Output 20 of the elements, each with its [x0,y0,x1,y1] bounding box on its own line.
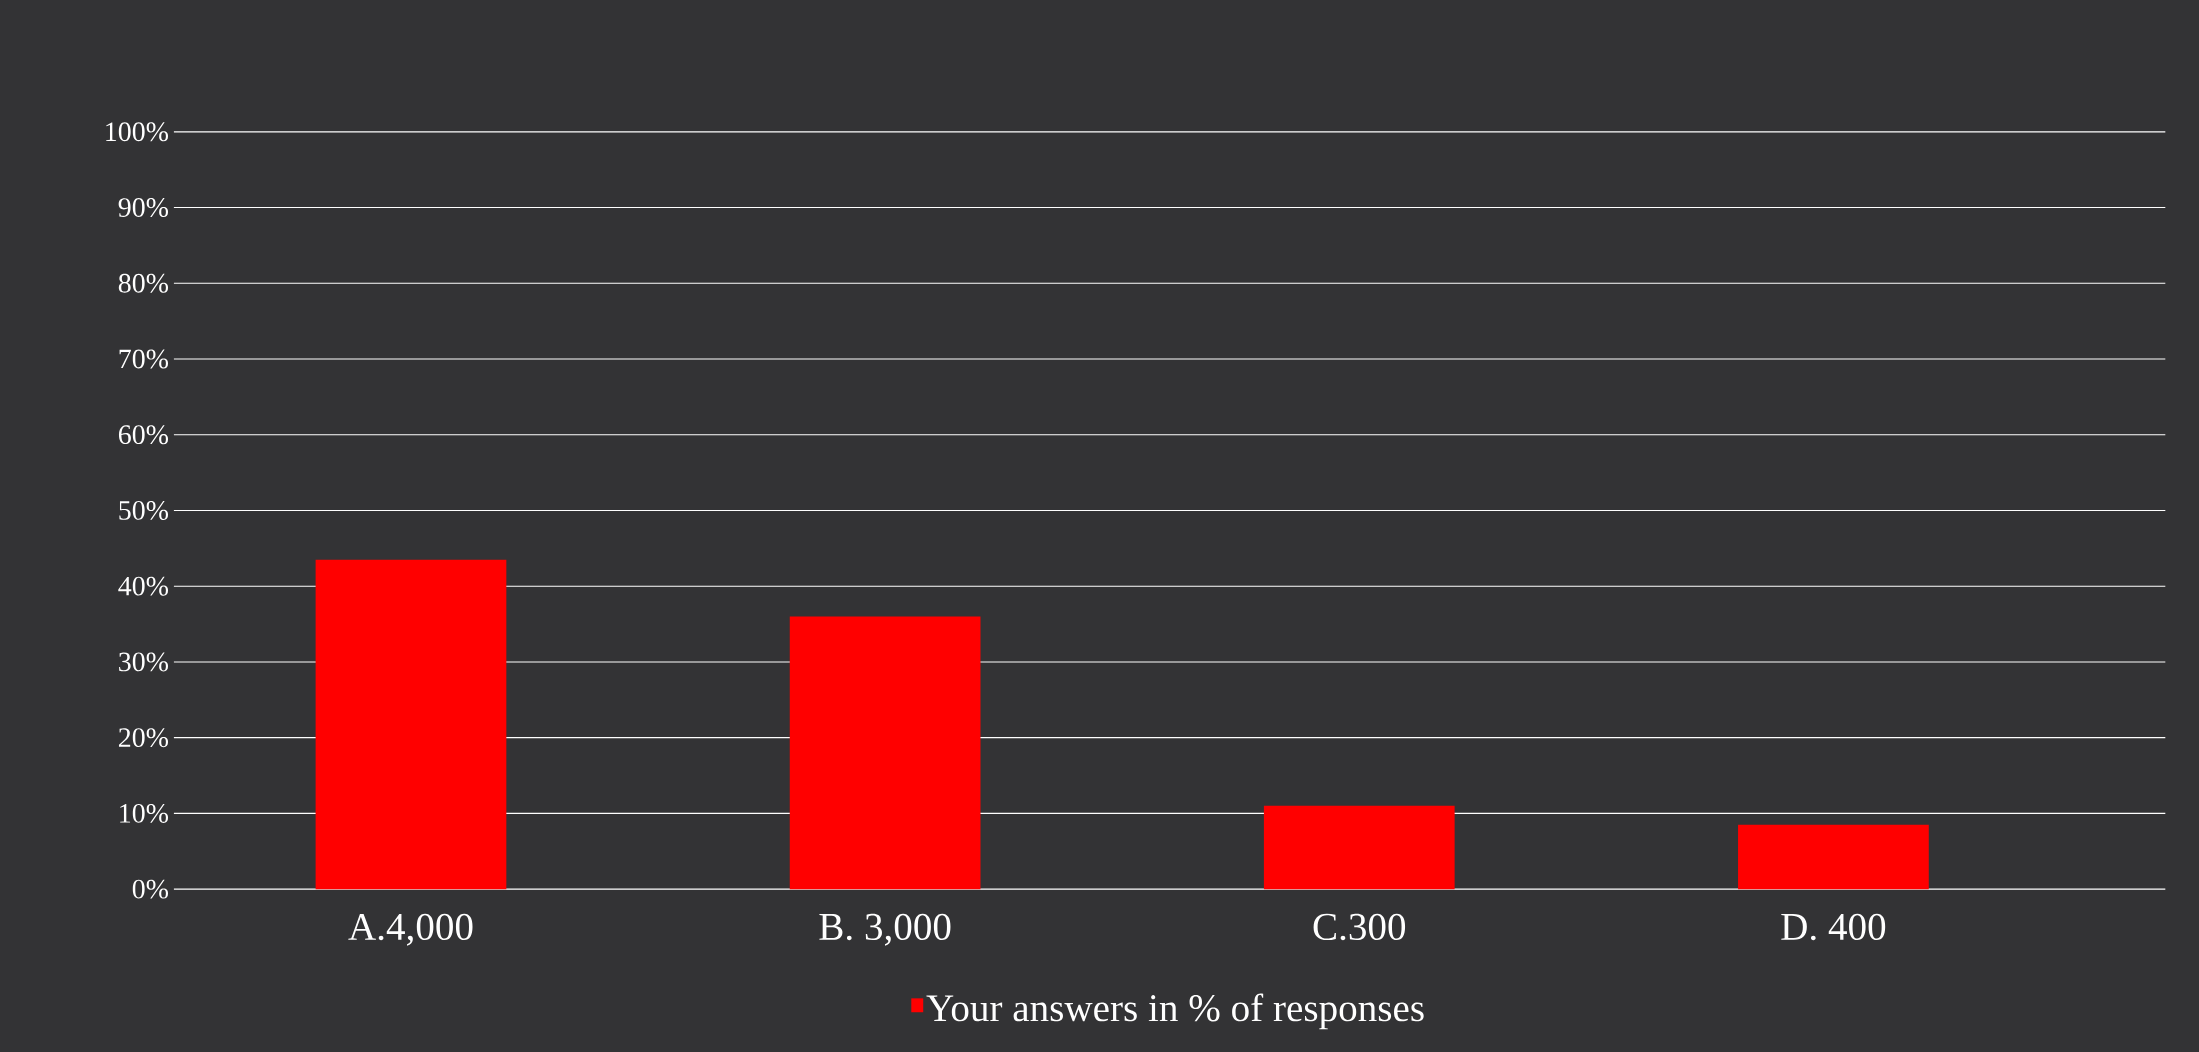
legend-label: Your answers in % of responses [926,993,1424,1030]
bar [1738,824,1929,890]
y-tick-label: 50% [119,501,169,521]
bar [789,616,981,890]
y-tick-label: 60% [118,425,169,445]
bar [315,559,507,890]
y-tick-label: 30% [119,652,169,672]
y-tick-label: 40% [118,576,169,596]
x-tick-label: A.4,000 [348,913,473,946]
y-tick-label: 20% [118,728,169,748]
y-tick-label: 10% [120,804,169,823]
y-tick-label: 80% [118,273,169,293]
y-tick-label: 0% [132,879,169,899]
x-tick-label: B. 3,000 [819,913,951,946]
x-tick-label: C.300 [1313,913,1406,941]
bar [1263,805,1455,890]
y-tick-label: 70% [119,349,169,369]
y-tick-label: 100% [106,122,169,142]
y-tick-label: 90% [118,198,169,218]
x-tick-label: D. 400 [1781,913,1886,941]
